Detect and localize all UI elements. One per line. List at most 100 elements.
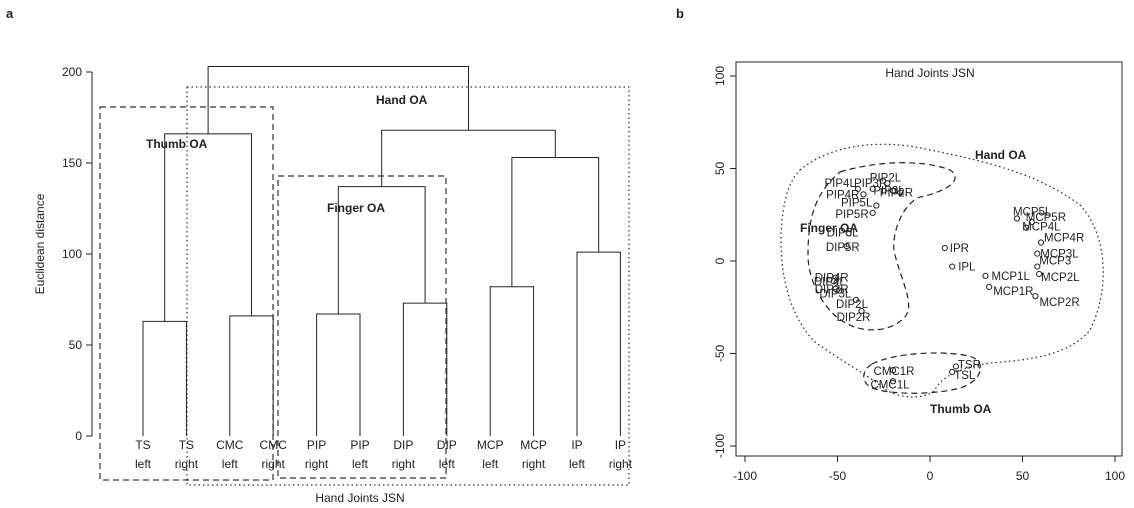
y-tick-label: 50	[713, 162, 727, 176]
point-label: PIP5R	[835, 209, 868, 221]
cluster-label: Thumb OA	[146, 137, 208, 151]
finger-oa-contour	[807, 162, 956, 331]
leaf-label-joint: PIP	[350, 438, 369, 452]
point-label: MCP3L	[1040, 249, 1079, 261]
leaf-label-side: right	[305, 457, 329, 471]
y-tick-label: -50	[713, 345, 727, 363]
cluster-contours	[780, 143, 1104, 398]
merge-link	[381, 129, 556, 187]
point-label: MCP4R	[1044, 233, 1084, 245]
point-label: MCP4L	[1022, 222, 1061, 234]
panel-label-b: b	[676, 6, 684, 21]
leaf-label-side: left	[135, 457, 152, 471]
x-axis-title: Hand Joints JSN	[315, 491, 404, 505]
scatter-point	[836, 287, 843, 294]
scatter-point	[884, 180, 891, 187]
scatter-point	[952, 363, 960, 370]
merge-link	[164, 133, 252, 322]
plot-frame	[735, 61, 1123, 457]
dendrogram-leaf-labels: TSleftTSrightCMCleftCMCrightPIPrightPIPl…	[135, 438, 633, 471]
scatter-point	[889, 367, 897, 374]
point-label: PIP2L	[870, 172, 902, 184]
point-label: PIP4L	[825, 178, 857, 190]
leaf-label-joint: DIP	[437, 438, 457, 452]
x-tick-label: -50	[829, 469, 847, 483]
scatter-point	[941, 244, 948, 252]
point-label: PIP3R	[854, 178, 887, 190]
cluster-label: Finger OA	[800, 221, 858, 235]
point-label: IPL	[958, 262, 976, 274]
leaf-label-joint: MCP	[520, 438, 547, 452]
plot-title: Hand Joints JSN	[885, 66, 974, 80]
leaf-label-side: left	[482, 457, 499, 471]
point-label: DIP4R	[815, 273, 849, 285]
leaf-label-joint: IP	[571, 438, 582, 452]
panel-label-a: a	[6, 6, 14, 21]
scatter-point	[854, 185, 861, 192]
leaf-label-joint: MCP	[477, 438, 504, 452]
point-label: TSL	[954, 370, 976, 382]
y-tick-label: 150	[62, 156, 82, 170]
leaf-label-side: right	[392, 457, 416, 471]
scatter-point	[986, 283, 993, 290]
scatter-point	[869, 209, 876, 216]
scatter-point	[852, 296, 860, 303]
y-tick-label: 50	[69, 338, 83, 352]
scatter-point	[830, 278, 837, 285]
scatter-point	[897, 189, 904, 196]
point-label: MCP2R	[1039, 297, 1079, 309]
dendrogram-cluster-boxes: Thumb OA Finger OA Hand OA	[99, 86, 630, 486]
merge-link	[489, 286, 535, 436]
scatter-point	[843, 243, 850, 250]
leaf-label-side: right	[175, 457, 199, 471]
x-tick-label: -100	[733, 469, 757, 483]
point-label: DIP5L	[827, 227, 860, 239]
cluster-label: Finger OA	[327, 201, 385, 215]
dendrogram-y-axis: 0 50 100 150 200	[62, 65, 93, 443]
merge-link	[576, 251, 621, 436]
scatter-point	[873, 202, 880, 209]
merge-link	[229, 315, 274, 436]
point-label: MCP1L	[992, 271, 1031, 283]
point-label: DIP4L	[814, 276, 847, 288]
cluster-box	[277, 175, 447, 479]
y-tick-label: -100	[713, 434, 727, 458]
cluster-label: Hand OA	[975, 148, 1027, 162]
merge-link	[207, 66, 469, 134]
merge-link	[142, 320, 187, 436]
point-label: MCP1R	[993, 286, 1033, 298]
scatter-panel: b Hand Joints JSN -100 -50 0 50 100 -100 -50 0 5…	[676, 6, 1125, 483]
leaf-label-joint: TS	[179, 438, 194, 452]
scatter-point	[1034, 263, 1041, 270]
leaf-label-side: right	[522, 457, 546, 471]
point-label: MCP2L	[1041, 272, 1080, 284]
cluster-box	[186, 86, 630, 486]
scatter-point	[889, 187, 897, 194]
scatter-point	[1036, 270, 1043, 278]
y-tick-label: 0	[713, 257, 727, 264]
point-label: DIP2R	[837, 312, 871, 324]
y-tick-label: 0	[75, 429, 82, 443]
leaf-label-side: left	[352, 457, 369, 471]
x-tick-label: 100	[1105, 469, 1125, 483]
leaf-label-side: left	[439, 457, 456, 471]
scatter-point	[845, 230, 852, 237]
scatter-point	[858, 307, 865, 315]
leaf-label-joint: CMC	[216, 438, 244, 452]
cluster-label: Thumb OA	[930, 402, 992, 416]
point-label: CMC1L	[871, 379, 911, 391]
y-tick-label: 100	[62, 247, 82, 261]
leaf-label-joint: TS	[135, 438, 150, 452]
scatter-point	[949, 263, 956, 270]
scatter-point	[869, 185, 876, 192]
scatter-point	[982, 272, 989, 279]
cluster-labels: Hand OA Finger OA Thumb OA	[800, 148, 1027, 416]
x-tick-label: 0	[927, 469, 934, 483]
point-label: PIP2R	[880, 188, 913, 200]
scatter-point	[1028, 219, 1035, 226]
merge-link	[316, 313, 361, 436]
point-label: MCP5R	[1026, 212, 1066, 224]
scatter-point	[889, 378, 897, 385]
